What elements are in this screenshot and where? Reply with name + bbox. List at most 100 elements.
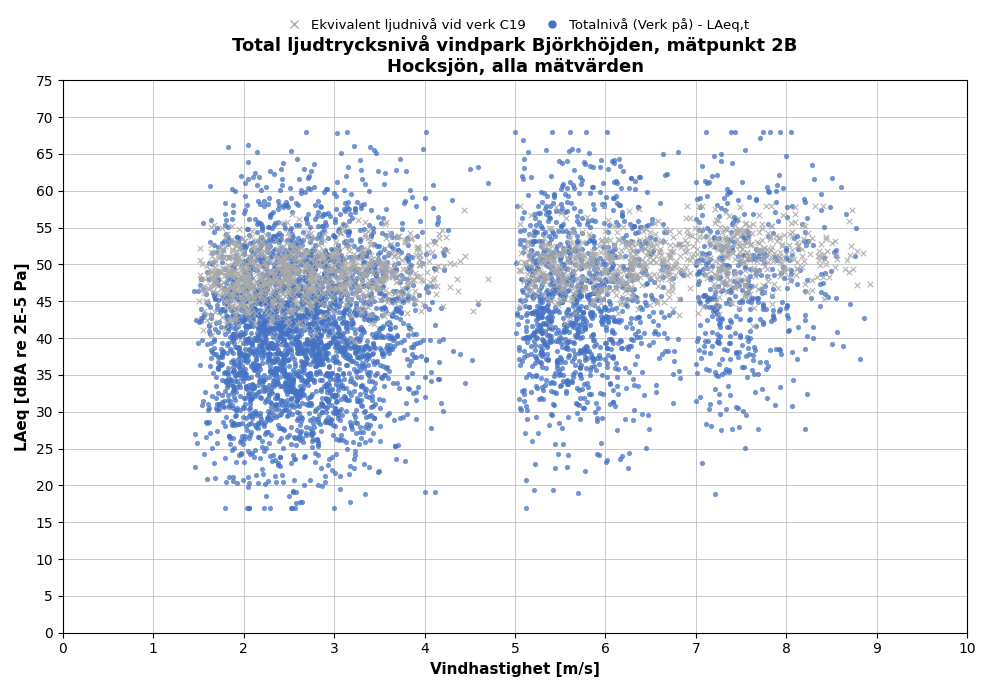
Point [582, 346, 598, 357]
Point [297, 259, 313, 270]
Point [538, 286, 554, 298]
Point [341, 246, 357, 257]
Point [332, 415, 348, 426]
Point [598, 457, 613, 468]
Point [280, 369, 296, 380]
Point [603, 334, 618, 345]
Point [632, 245, 648, 256]
Point [361, 295, 377, 307]
Point [295, 293, 311, 304]
Point [569, 313, 585, 324]
Point [709, 370, 724, 381]
Point [326, 502, 342, 513]
Point [287, 297, 303, 308]
Point [332, 376, 348, 387]
Point [369, 282, 385, 293]
Point [252, 340, 268, 351]
Point [232, 391, 248, 402]
Point [228, 317, 244, 328]
Point [275, 267, 290, 278]
Point [253, 272, 269, 283]
Point [813, 260, 828, 271]
Point [731, 226, 747, 237]
Point [537, 271, 553, 282]
Point [243, 255, 259, 266]
Point [617, 251, 633, 262]
Point [228, 251, 244, 262]
Point [320, 285, 336, 296]
Point [316, 380, 332, 391]
Point [237, 315, 253, 326]
Point [210, 363, 226, 374]
Point [307, 339, 323, 350]
Point [226, 272, 242, 283]
Point [292, 428, 308, 439]
Point [466, 306, 482, 317]
Point [648, 251, 664, 262]
Point [352, 365, 368, 376]
Point [309, 252, 325, 263]
Point [303, 289, 319, 300]
Point [217, 297, 233, 308]
Point [555, 273, 571, 284]
Point [624, 238, 640, 249]
Point [376, 252, 391, 263]
Point [275, 320, 291, 331]
Point [355, 345, 371, 356]
Point [689, 194, 705, 205]
Point [317, 320, 333, 331]
Point [259, 443, 275, 454]
Point [521, 252, 537, 263]
Point [565, 224, 581, 235]
Point [382, 343, 397, 354]
Point [348, 309, 364, 320]
Point [554, 258, 570, 269]
Point [335, 367, 351, 379]
Point [208, 392, 224, 403]
Point [528, 255, 544, 266]
Point [230, 320, 246, 331]
Point [658, 260, 674, 271]
Point [327, 317, 343, 328]
Point [517, 294, 533, 305]
Point [239, 275, 255, 286]
Point [658, 227, 674, 238]
Point [217, 452, 233, 463]
Point [664, 286, 680, 297]
Point [306, 318, 322, 329]
Point [398, 166, 414, 177]
Point [330, 409, 346, 420]
Point [546, 255, 562, 266]
Point [368, 270, 384, 281]
Point [418, 354, 434, 365]
Point [251, 298, 267, 309]
Point [251, 295, 267, 306]
Point [780, 309, 796, 320]
Point [280, 274, 296, 285]
Point [766, 313, 782, 324]
Point [571, 384, 587, 395]
Point [211, 399, 227, 410]
Point [318, 268, 334, 280]
Point [370, 165, 385, 176]
Point [563, 244, 579, 255]
Point [254, 320, 270, 331]
Point [433, 302, 449, 313]
Point [346, 240, 362, 251]
Point [569, 252, 585, 263]
Point [230, 354, 246, 365]
Point [717, 222, 733, 233]
Point [516, 241, 532, 252]
Point [752, 254, 768, 265]
Point [774, 238, 790, 249]
Point [210, 352, 226, 363]
Point [369, 283, 385, 294]
Point [257, 381, 273, 392]
Point [307, 251, 323, 262]
Point [763, 316, 779, 327]
Point [283, 324, 299, 335]
Point [321, 278, 337, 289]
Point [303, 284, 319, 295]
Point [557, 293, 573, 304]
Point [321, 361, 337, 372]
